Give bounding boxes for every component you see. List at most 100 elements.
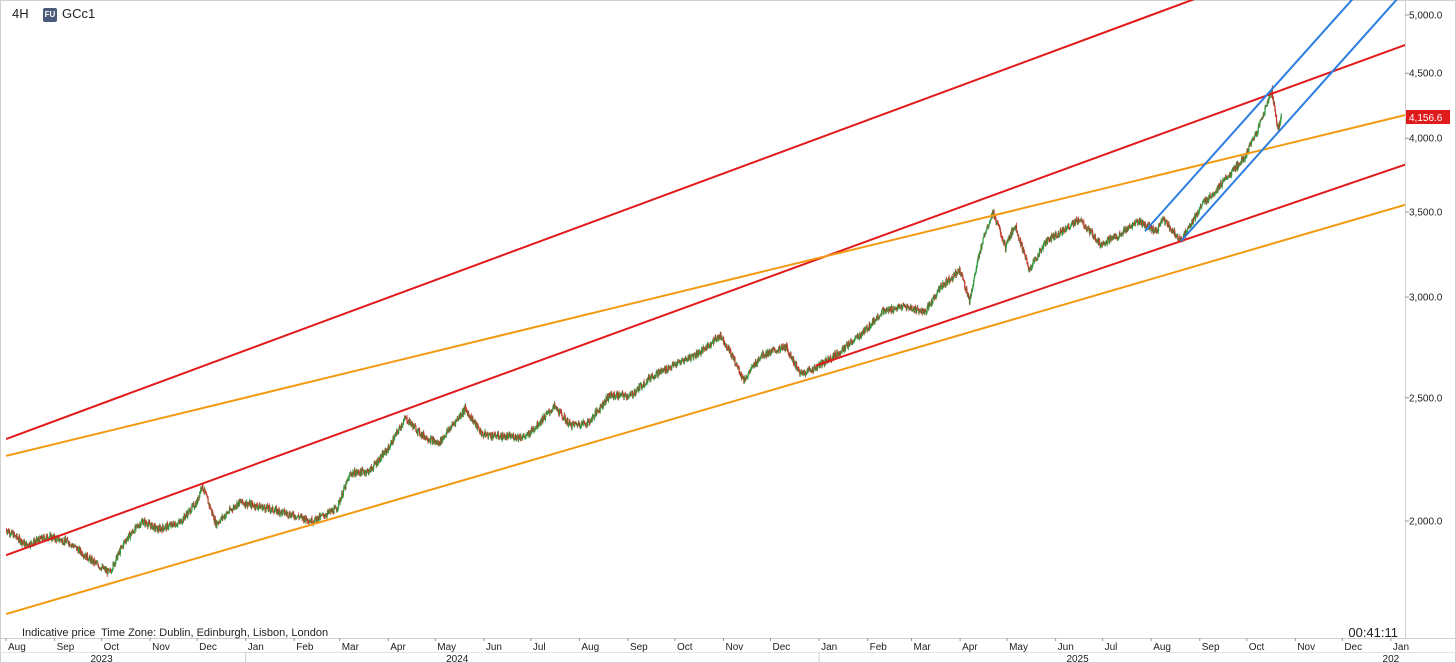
candle-body	[1083, 226, 1085, 228]
candle-body	[274, 507, 277, 511]
candle-body	[915, 306, 917, 312]
candle-body	[936, 291, 938, 296]
candle-body	[1199, 208, 1201, 210]
candle-body	[733, 357, 735, 361]
candle-body	[465, 408, 468, 412]
candle-body	[582, 422, 584, 425]
candle-body	[975, 271, 977, 273]
candle-body	[71, 544, 73, 546]
candle-body	[643, 381, 645, 387]
candle-body	[903, 304, 905, 307]
candle-body	[810, 370, 812, 372]
candle-body	[737, 365, 739, 368]
candle-body	[441, 436, 444, 442]
candle-body	[633, 395, 635, 397]
candle-body	[193, 503, 195, 508]
candle-body	[147, 524, 149, 527]
candle-body	[676, 363, 678, 366]
candle-body	[343, 487, 345, 491]
candle-body	[726, 349, 728, 350]
candle-body	[683, 359, 685, 363]
candle-body	[291, 513, 293, 516]
candle-body	[760, 356, 762, 358]
candle-body	[160, 528, 162, 531]
candle-body	[522, 436, 524, 438]
candle-body	[1190, 224, 1193, 227]
candle-body	[574, 422, 576, 427]
candle-body	[55, 536, 57, 541]
candle-body	[171, 523, 173, 526]
candle-body	[562, 418, 564, 420]
candle-body	[1053, 237, 1056, 239]
candle-body	[88, 558, 90, 561]
x-tick-label: Dec	[1344, 642, 1362, 653]
candle-body	[431, 437, 433, 439]
candle-body	[606, 398, 608, 401]
candle-body	[110, 571, 113, 573]
candle-body	[457, 418, 459, 420]
candle-body	[257, 507, 259, 509]
interval-label[interactable]: 4H	[12, 6, 29, 21]
candle-body	[1142, 221, 1144, 224]
candle-body	[96, 562, 98, 564]
candle-body	[1188, 227, 1190, 229]
red-trendline-1[interactable]	[6, 0, 1455, 440]
candle-body	[161, 528, 163, 530]
candle-body	[777, 348, 779, 352]
candle-body	[974, 272, 976, 274]
blue-trendline-7[interactable]	[1180, 0, 1455, 242]
candle-body	[225, 514, 227, 518]
orange-trendline-5[interactable]	[6, 190, 1455, 615]
candle-body	[231, 508, 233, 511]
candle-body	[382, 452, 385, 458]
candle-body	[867, 330, 869, 331]
candle-body	[56, 537, 58, 542]
candle-body	[183, 514, 185, 521]
candle-body	[729, 348, 731, 351]
candle-body	[510, 435, 513, 437]
candle-body	[891, 306, 893, 312]
candle-body	[1219, 183, 1221, 189]
red-trendline-2[interactable]	[6, 27, 1455, 557]
candle-body	[690, 355, 692, 361]
plot-area[interactable]	[5, 0, 1455, 615]
candle-body	[180, 519, 183, 524]
candle-body	[76, 547, 79, 550]
candle-body	[600, 404, 602, 406]
candle-body	[485, 434, 487, 437]
candle-body	[1038, 250, 1041, 257]
candle-body	[991, 211, 994, 218]
candle-body	[137, 525, 139, 527]
candle-body	[556, 407, 559, 411]
candle-body	[1166, 223, 1168, 227]
candle-body	[256, 504, 258, 507]
candle-body	[1098, 239, 1101, 244]
candle-body	[170, 522, 172, 527]
candle-body	[190, 512, 192, 514]
candle-body	[774, 350, 776, 353]
symbol-label[interactable]: GCc1	[62, 6, 96, 21]
candle-body	[444, 435, 446, 438]
candle-body	[797, 366, 799, 368]
x-tick-label: Feb	[870, 642, 888, 653]
candle-body	[367, 469, 370, 474]
candle-body	[667, 371, 669, 372]
red-trendline-3[interactable]	[815, 148, 1455, 367]
candle-body	[213, 515, 215, 521]
candle-body	[989, 220, 991, 224]
y-tick-label: 2,500.0	[1409, 393, 1443, 404]
candle-body	[551, 410, 553, 412]
candle-body	[103, 568, 105, 570]
candle-body	[477, 427, 480, 429]
candle-body	[850, 340, 852, 342]
candle-body	[932, 297, 934, 303]
candle-body	[538, 424, 540, 427]
orange-trendline-4[interactable]	[6, 103, 1455, 457]
candle-body	[480, 429, 482, 435]
blue-trendline-6[interactable]	[1144, 0, 1455, 232]
candle-body	[977, 259, 979, 262]
candle-body	[1266, 106, 1268, 107]
candle-body	[542, 419, 544, 422]
candle-body	[942, 282, 944, 284]
